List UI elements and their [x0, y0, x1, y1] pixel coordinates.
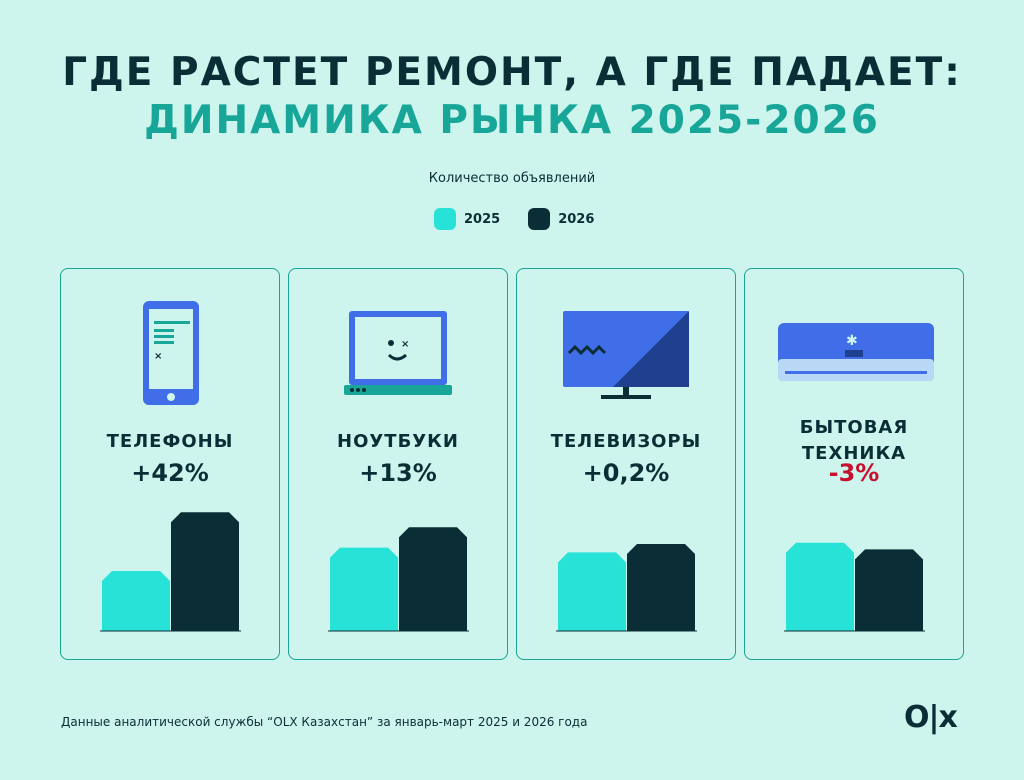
- bars-appliances: [784, 542, 925, 632]
- card-label: БЫТОВАЯ ТЕХНИКА: [745, 415, 963, 467]
- legend: 2025 2026: [434, 208, 612, 230]
- svg-text:×: ×: [154, 351, 162, 362]
- card-tvs: ТЕЛЕВИЗОРЫ +0,2%: [516, 268, 736, 660]
- bar-2026: [399, 527, 467, 631]
- change-percent: +42%: [131, 459, 209, 487]
- bar-2026: [855, 549, 923, 631]
- bar-2025: [102, 571, 170, 631]
- olx-logo: O|x: [904, 700, 958, 735]
- bar-2026: [171, 512, 239, 631]
- change-percent: +13%: [359, 459, 437, 487]
- bar-2026: [627, 544, 695, 631]
- legend-item-2026: 2026: [528, 208, 594, 230]
- tv-icon: [563, 311, 689, 399]
- card-label: ТЕЛЕВИЗОРЫ: [550, 431, 702, 452]
- change-percent: -3%: [828, 459, 880, 487]
- bar-2025: [558, 552, 626, 631]
- card-label: ТЕЛЕФОНЫ: [106, 431, 234, 452]
- bars-tvs: [556, 544, 697, 632]
- card-appliances: ✱ БЫТОВАЯ ТЕХНИКА -3%: [744, 268, 964, 660]
- smartphone-icon: ×: [143, 301, 199, 405]
- card-label-line: БЫТОВАЯ: [799, 417, 909, 438]
- legend-swatch-2025: [434, 208, 456, 230]
- source-footnote: Данные аналитической службы “OLX Казахст…: [61, 715, 588, 729]
- bar-2025: [330, 547, 398, 631]
- laptop-icon: ×: [344, 311, 452, 395]
- card-phones: × ТЕЛЕФОНЫ +42%: [60, 268, 280, 660]
- card-label-line: ТЕХНИКА: [801, 443, 907, 464]
- legend-item-2025: 2025: [434, 208, 500, 230]
- bars-phones: [100, 512, 241, 632]
- change-percent: +0,2%: [582, 459, 670, 487]
- bar-2025: [786, 542, 854, 631]
- bars-laptops: [328, 527, 469, 632]
- svg-text:✱: ✱: [846, 333, 858, 349]
- chart-subtitle: Количество объявлений: [428, 171, 596, 186]
- card-laptops: × НОУТБУКИ +13%: [288, 268, 508, 660]
- card-label: НОУТБУКИ: [337, 431, 459, 452]
- title-line-1: ГДЕ РАСТЕТ РЕМОНТ, А ГДЕ ПАДАЕТ:: [62, 50, 962, 95]
- title-line-2: ДИНАМИКА РЫНКА 2025-2026: [144, 98, 880, 143]
- air-conditioner-icon: ✱: [778, 323, 934, 381]
- svg-text:×: ×: [401, 339, 409, 350]
- legend-swatch-2026: [528, 208, 551, 230]
- legend-label-2026: 2026: [558, 211, 595, 227]
- legend-label-2025: 2025: [464, 211, 501, 227]
